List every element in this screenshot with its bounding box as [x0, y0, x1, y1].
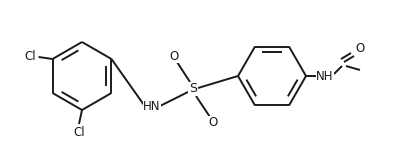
Text: O: O	[209, 116, 218, 130]
Text: S: S	[189, 83, 197, 95]
Text: O: O	[170, 50, 179, 62]
Text: Cl: Cl	[73, 126, 85, 138]
Text: Cl: Cl	[25, 50, 36, 62]
Text: NH: NH	[316, 71, 334, 83]
Text: O: O	[355, 41, 365, 55]
Text: HN: HN	[143, 100, 161, 112]
